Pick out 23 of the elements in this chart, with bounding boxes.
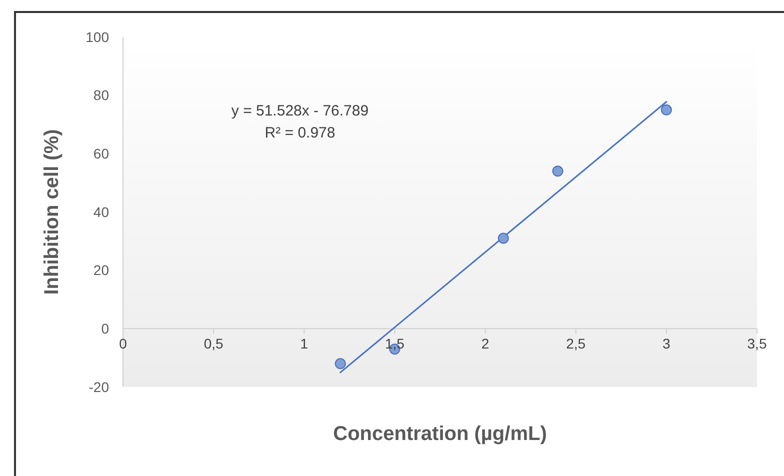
point xyxy=(334,358,346,370)
x-tick-label: 0,5 xyxy=(204,336,224,352)
y-tick-label: 20 xyxy=(93,262,110,278)
x-tick-label: 3,5 xyxy=(747,336,767,352)
y-tick-label: 0 xyxy=(101,320,110,337)
x-tick-label: 0 xyxy=(119,336,128,352)
x-tick-label: 1,5 xyxy=(384,336,405,352)
x-tick-label: 2,5 xyxy=(566,336,586,352)
y-tick-label: 40 xyxy=(93,204,110,220)
point xyxy=(552,166,564,177)
point xyxy=(498,232,509,244)
x-tick-label: 3 xyxy=(662,336,671,352)
x-tick-label: 1 xyxy=(300,336,308,352)
y-tick-label: 60 xyxy=(93,146,110,162)
x-tick-label: 2 xyxy=(481,336,490,352)
x-axis-title: Concentration (µg/mL) xyxy=(333,423,547,445)
point xyxy=(660,104,672,116)
annotation: y = 51.528x - 76.789 xyxy=(231,102,369,120)
y-axis-title: Inhibition cell (%) xyxy=(41,129,63,295)
y-tick-label: 100 xyxy=(86,28,110,45)
annotation: R² = 0.978 xyxy=(264,124,336,142)
y-tick-label: 80 xyxy=(93,87,110,104)
y-tick-label: -20 xyxy=(88,378,110,395)
